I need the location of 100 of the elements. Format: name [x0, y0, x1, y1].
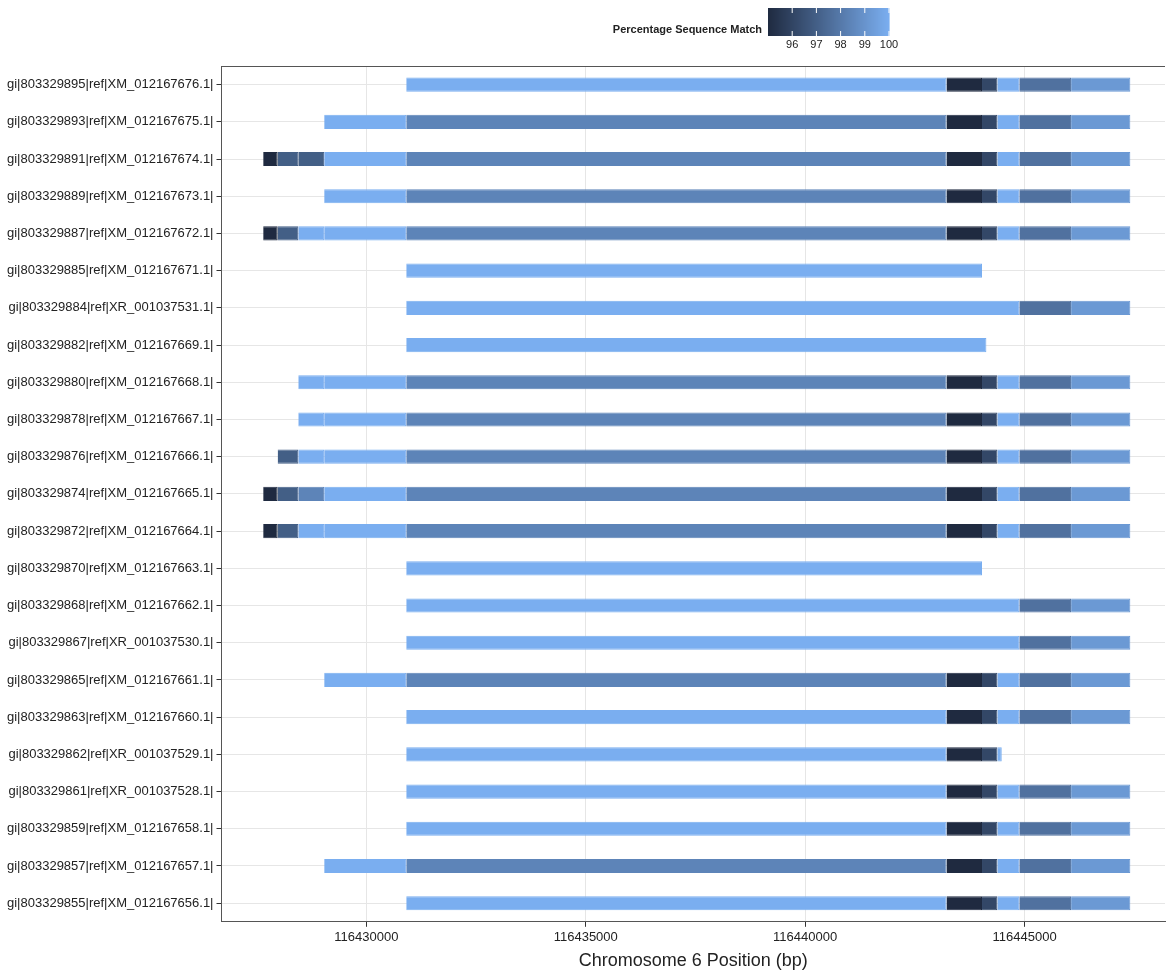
y-tick-label: gi|803329880|ref|XM_012167668.1| — [6, 373, 214, 389]
bar — [946, 524, 983, 539]
bar — [1019, 635, 1072, 650]
bar — [277, 449, 299, 464]
y-tick-label: gi|803329859|ref|XM_012167658.1| — [6, 820, 214, 836]
bar — [997, 784, 1020, 799]
bar — [324, 486, 407, 501]
y-tick-label: gi|803329872|ref|XM_012167664.1| — [6, 522, 214, 538]
bar — [946, 858, 983, 874]
bar — [406, 189, 947, 204]
bar — [324, 858, 407, 874]
bar — [946, 151, 983, 167]
y-tick-label: gi|803329895|ref|XM_012167676.1| — [6, 76, 214, 92]
color-bar-label: 96 — [786, 37, 799, 50]
bar — [406, 710, 947, 725]
bar — [406, 263, 983, 278]
bar — [946, 114, 983, 129]
bar — [1071, 635, 1131, 650]
bar — [946, 189, 983, 204]
bar — [406, 77, 947, 92]
x-tick-label: 116435000 — [553, 929, 618, 945]
bar — [1071, 375, 1131, 390]
bar — [997, 114, 1020, 129]
bar — [406, 524, 947, 539]
bar — [997, 858, 1020, 874]
bar — [1019, 449, 1072, 464]
bar — [1019, 710, 1072, 725]
bar — [1019, 77, 1072, 92]
x-tick-label: 116445000 — [992, 929, 1057, 945]
bar — [1071, 821, 1131, 836]
y-tick-label: gi|803329885|ref|XM_012167671.1| — [6, 262, 214, 278]
y-tick-label: gi|803329870|ref|XM_012167663.1| — [6, 559, 214, 575]
bar — [946, 375, 983, 390]
bar — [324, 151, 407, 167]
bar — [997, 710, 1020, 725]
bar — [1019, 412, 1072, 427]
bar — [406, 151, 947, 167]
bar — [997, 449, 1020, 464]
color-bar-label: 99 — [858, 37, 871, 50]
bar — [946, 449, 983, 464]
x-tick-label: 116440000 — [773, 929, 838, 945]
bar — [406, 486, 947, 501]
bar — [277, 486, 299, 501]
bar — [1019, 672, 1072, 688]
bar — [1019, 524, 1072, 539]
bar — [946, 784, 983, 799]
bar — [946, 710, 983, 725]
bar — [1071, 300, 1131, 315]
bar — [997, 226, 1020, 241]
bar — [1019, 598, 1072, 613]
y-tick-label: gi|803329867|ref|XR_001037530.1| — [8, 634, 214, 650]
bar — [997, 524, 1020, 539]
bar — [324, 412, 407, 427]
bar — [1071, 226, 1131, 241]
bar — [1019, 300, 1072, 315]
bar — [997, 375, 1020, 390]
y-tick-label: gi|803329855|ref|XM_012167656.1| — [6, 894, 214, 910]
bar — [406, 300, 1020, 315]
bar — [946, 672, 983, 688]
bar — [277, 226, 299, 241]
y-tick-label: gi|803329891|ref|XM_012167674.1| — [6, 150, 214, 166]
bar — [946, 77, 983, 92]
y-tick-label: gi|803329857|ref|XM_012167657.1| — [6, 857, 214, 873]
y-tick-label: gi|803329887|ref|XM_012167672.1| — [6, 225, 214, 241]
bar — [1019, 226, 1072, 241]
bar — [406, 412, 947, 427]
x-tick-label: 116430000 — [334, 929, 399, 945]
bar — [406, 114, 947, 129]
bar — [406, 635, 1020, 650]
bar — [406, 784, 947, 799]
bar — [997, 486, 1020, 501]
bar — [1019, 896, 1072, 911]
y-tick-label: gi|803329865|ref|XM_012167661.1| — [6, 671, 214, 687]
bar — [997, 151, 1020, 167]
y-tick-label: gi|803329893|ref|XM_012167675.1| — [6, 113, 214, 129]
bar — [1071, 412, 1131, 427]
bar — [1071, 77, 1131, 92]
bar — [406, 375, 947, 390]
bar — [1071, 449, 1131, 464]
color-bar-label: 98 — [834, 37, 847, 50]
bar — [946, 821, 983, 836]
bar — [324, 226, 407, 241]
bar — [1071, 896, 1131, 911]
bar — [1071, 598, 1131, 613]
bar — [997, 412, 1020, 427]
bar — [997, 189, 1020, 204]
bar — [997, 821, 1020, 836]
bar — [997, 672, 1020, 688]
bar — [298, 486, 325, 501]
bar — [997, 77, 1020, 92]
bar — [946, 226, 983, 241]
bar — [1071, 710, 1131, 725]
bar — [406, 821, 947, 836]
color-bar-title: Percentage Sequence Match — [612, 23, 763, 36]
bar — [1019, 151, 1072, 167]
bar — [946, 747, 983, 762]
bar — [1019, 486, 1072, 501]
bar — [1071, 114, 1131, 129]
bar — [1071, 151, 1131, 167]
bar — [406, 598, 1020, 613]
